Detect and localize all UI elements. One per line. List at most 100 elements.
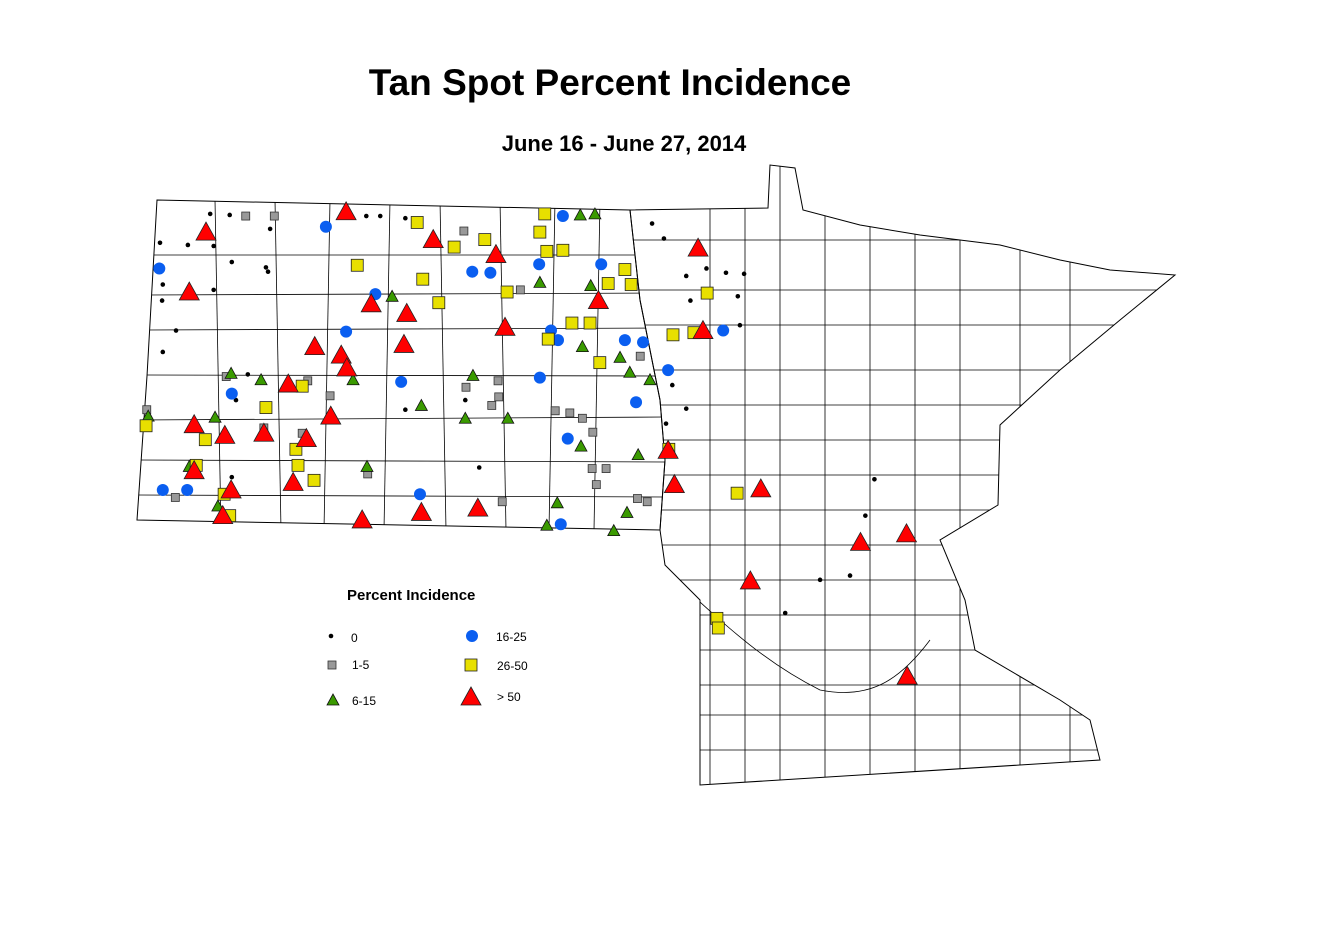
site-marker-0 xyxy=(403,215,408,221)
site-marker-gt50 xyxy=(277,373,299,393)
site-marker-6-15 xyxy=(208,410,222,423)
site-marker-6-15 xyxy=(575,339,590,352)
site-marker-gt50 xyxy=(304,335,326,355)
site-marker-6-15 xyxy=(360,459,374,472)
site-marker-1-5 xyxy=(633,494,642,503)
site-marker-16-25 xyxy=(533,258,546,271)
site-marker-0 xyxy=(649,221,655,226)
site-marker-0 xyxy=(403,407,408,413)
site-marker-26-50 xyxy=(259,401,273,414)
site-marker-0 xyxy=(207,211,213,217)
site-marker-1-5 xyxy=(493,376,503,386)
site-marker-16-25 xyxy=(340,325,353,338)
site-marker-16-25 xyxy=(556,210,569,223)
site-marker-0 xyxy=(377,213,383,219)
site-marker-gt50 xyxy=(351,509,373,529)
site-marker-1-5 xyxy=(170,493,180,502)
site-marker-1-5 xyxy=(515,285,525,295)
site-marker-6-15 xyxy=(385,289,399,302)
site-marker-1-5 xyxy=(601,464,611,473)
site-marker-gt50 xyxy=(253,422,275,442)
site-marker-gt50 xyxy=(692,319,714,339)
site-marker-0 xyxy=(669,382,675,388)
site-marker-16-25 xyxy=(561,432,574,445)
site-marker-0 xyxy=(160,282,166,287)
site-marker-0 xyxy=(462,397,468,403)
site-marker-0 xyxy=(211,287,216,293)
legend-label-6-15: 6-15 xyxy=(352,694,377,708)
site-marker-6-15 xyxy=(458,411,472,424)
site-marker-gt50 xyxy=(336,357,358,377)
site-marker-6-15 xyxy=(620,505,634,518)
site-marker-gt50 xyxy=(335,200,357,221)
site-marker-6-15 xyxy=(588,207,602,220)
site-marker-1-5 xyxy=(550,406,560,416)
legend-label-0: 0 xyxy=(351,631,358,645)
map-subtitle: June 16 - June 27, 2014 xyxy=(501,131,747,156)
site-marker-16-25 xyxy=(554,518,567,531)
site-marker-gt50 xyxy=(320,405,342,425)
site-marker-gt50 xyxy=(410,501,433,521)
site-marker-gt50 xyxy=(587,289,610,309)
site-marker-6-15 xyxy=(607,523,621,537)
site-marker-gt50 xyxy=(687,237,709,257)
site-marker-gt50 xyxy=(178,281,200,301)
site-marker-1-5 xyxy=(325,391,335,401)
site-marker-26-50 xyxy=(447,240,461,254)
site-marker-26-50 xyxy=(624,278,638,291)
site-marker-16-25 xyxy=(662,364,675,377)
site-marker-1-5 xyxy=(241,211,251,221)
site-marker-6-15 xyxy=(643,372,657,386)
site-marker-0 xyxy=(847,573,853,578)
site-marker-16-25 xyxy=(637,336,650,349)
site-marker-26-50 xyxy=(565,316,579,330)
site-marker-26-50 xyxy=(538,207,552,221)
site-marker-16-25 xyxy=(484,266,497,279)
site-marker-0 xyxy=(737,322,743,328)
site-marker-16-25 xyxy=(595,258,608,271)
site-marker-0 xyxy=(211,243,216,249)
site-marker-0 xyxy=(661,236,667,241)
site-marker-0 xyxy=(741,271,747,277)
site-marker-gt50 xyxy=(467,497,489,517)
legend-symbols xyxy=(326,630,482,706)
site-marker-26-50 xyxy=(478,233,492,246)
site-marker-gt50 xyxy=(220,479,242,499)
site-marker-gt50 xyxy=(657,439,679,459)
site-marker-gt50 xyxy=(195,221,217,241)
site-marker-0 xyxy=(159,298,165,303)
map-title: Tan Spot Percent Incidence xyxy=(368,62,852,103)
legend-label-1-5: 1-5 xyxy=(352,658,370,672)
legend-label-16-25: 16-25 xyxy=(496,630,527,644)
legend-symbol-gt50 xyxy=(460,686,482,706)
site-marker-16-25 xyxy=(395,375,408,388)
site-marker-0 xyxy=(872,476,877,482)
site-marker-16-25 xyxy=(181,483,194,496)
site-marker-0 xyxy=(173,328,179,333)
site-marker-1-5 xyxy=(587,464,597,473)
site-marker-26-50 xyxy=(601,277,615,290)
site-marker-6-15 xyxy=(466,368,480,381)
site-marker-0 xyxy=(683,273,689,279)
site-marker-1-5 xyxy=(459,226,469,236)
site-marker-1-5 xyxy=(591,480,601,490)
site-marker-0 xyxy=(683,406,689,411)
site-marker-gt50 xyxy=(750,478,772,498)
site-marker-gt50 xyxy=(393,333,415,353)
site-marker-6-15 xyxy=(584,278,598,292)
site-marker-6-15 xyxy=(540,518,554,531)
site-marker-gt50 xyxy=(214,424,236,444)
site-marker-0 xyxy=(663,421,669,426)
site-marker-26-50 xyxy=(139,419,153,433)
site-marker-26-50 xyxy=(583,316,597,330)
site-marker-gt50 xyxy=(494,316,516,336)
site-marker-0 xyxy=(245,372,251,377)
site-marker-26-50 xyxy=(307,473,321,487)
site-marker-gt50 xyxy=(849,531,872,551)
legend-label-26-50: 26-50 xyxy=(497,659,528,673)
site-marker-1-5 xyxy=(487,401,497,410)
site-marker-26-50 xyxy=(593,356,607,370)
survey-sites xyxy=(139,200,918,685)
site-marker-6-15 xyxy=(224,366,238,379)
site-marker-0 xyxy=(265,269,271,274)
